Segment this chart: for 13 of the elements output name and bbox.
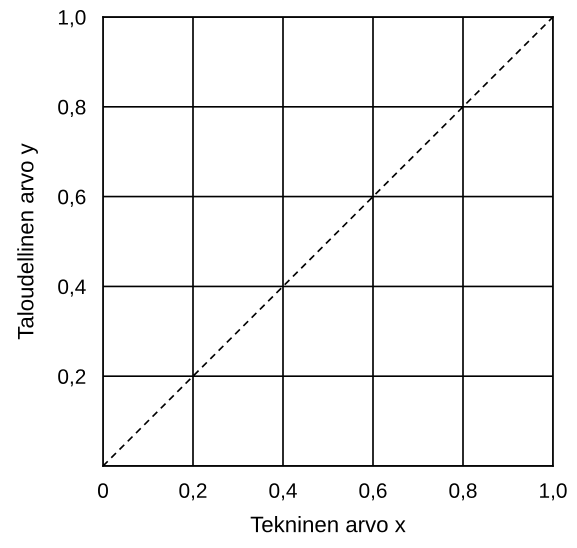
x-tick-label: 0 [98, 483, 108, 498]
x-tick-label: 0,2 [179, 483, 206, 500]
y-tick-label: 1,0 [58, 10, 86, 28]
y-tick-label: 0,6 [58, 190, 86, 207]
y-tick-label: 0,8 [58, 100, 86, 118]
x-tick-label: 0,8 [449, 483, 477, 500]
x-tick-label: 0,4 [269, 483, 297, 500]
y-tick-label: 0,2 [58, 369, 86, 386]
y-axis-title: Taloudellinen arvo y [17, 143, 38, 340]
x-tick-label: 1,0 [540, 483, 567, 500]
x-axis-title: Tekninen arvo x [250, 516, 406, 532]
x-tick-label: 0,6 [359, 483, 387, 500]
y-tick-label: 0,4 [58, 279, 86, 297]
